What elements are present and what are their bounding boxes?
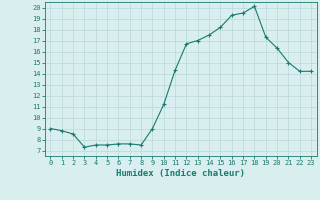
X-axis label: Humidex (Indice chaleur): Humidex (Indice chaleur) <box>116 169 245 178</box>
